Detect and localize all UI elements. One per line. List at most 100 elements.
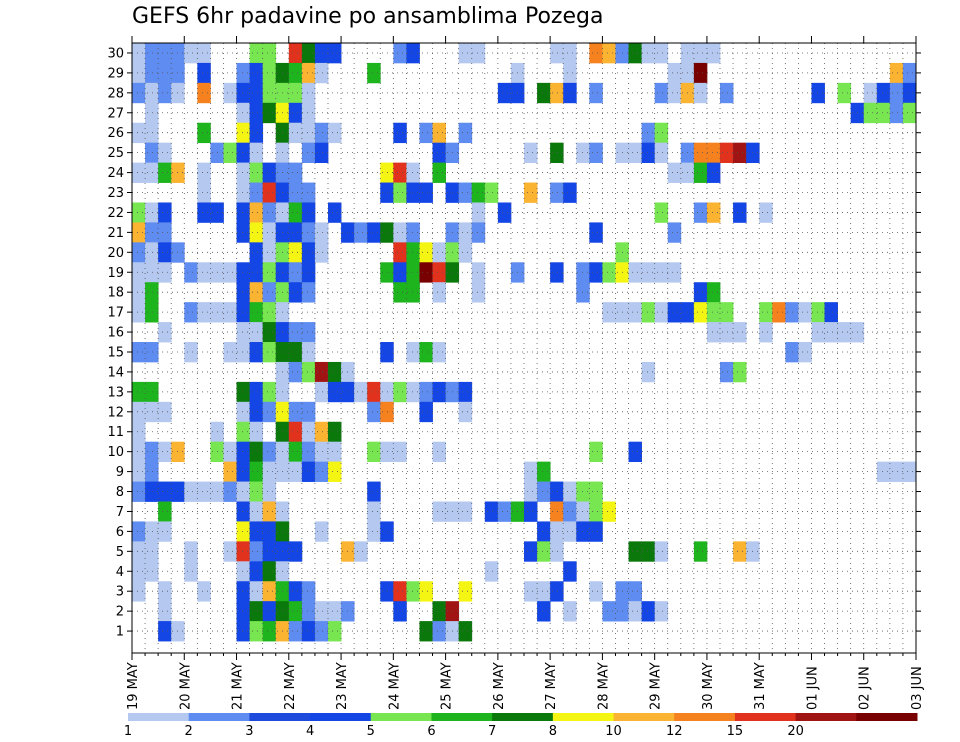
heatmap-cell [641,361,656,383]
heatmap-cell [145,242,159,263]
heatmap-cell [249,441,264,463]
heatmap-cell [145,561,159,582]
heatmap-cell [249,62,264,84]
heatmap-cell [236,501,250,522]
colorbar-label: 12 [666,724,683,739]
y-tick-label: 5 [116,545,124,560]
heatmap-cell [393,43,407,64]
heatmap-cell [249,501,264,522]
heatmap-cell [145,162,159,183]
heatmap-cell [667,82,682,104]
heatmap-cell [145,43,159,64]
heatmap-cell [471,182,486,203]
heatmap-cell [236,461,250,482]
x-tick-label: 28 MAY [596,662,611,710]
heatmap-cell [328,621,342,642]
heatmap-cell [249,102,264,124]
heatmap-cell [537,581,551,602]
heatmap-cell [158,162,172,183]
heatmap-cell [262,322,277,343]
heatmap-cell [249,401,264,423]
heatmap-cell [537,601,551,622]
heatmap-cell [132,561,146,582]
colorbar-segment [795,713,857,721]
heatmap-cell [458,621,473,642]
heatmap-cell [301,222,316,243]
heatmap-cell [328,381,342,403]
heatmap-cell [667,222,682,243]
heatmap-cell [589,262,603,283]
heatmap-cell [432,601,446,622]
heatmap-cell [236,222,250,243]
heatmap-cell [393,601,407,622]
heatmap-cell [132,62,146,84]
heatmap-cell [458,581,473,602]
heatmap-cell [145,461,159,482]
heatmap-cell [889,82,904,104]
heatmap-cell [236,102,250,124]
y-tick-label: 22 [107,206,124,221]
heatmap-cell [262,601,277,622]
heatmap-cell [236,521,250,542]
heatmap-cell [693,142,708,163]
heatmap-cell [576,501,590,522]
heatmap-cell [524,142,538,163]
heatmap-cell [236,302,250,323]
heatmap-cell [419,122,433,144]
heatmap-cell [576,521,590,542]
heatmap-cell [197,481,211,502]
heatmap-cell [393,242,407,263]
heatmap-cell [132,541,146,562]
heatmap-cell [314,461,329,482]
heatmap-cell [236,142,250,163]
heatmap-cell [223,302,237,323]
colorbar-label: 15 [727,724,744,739]
heatmap-cell [837,322,852,343]
heatmap-cell [132,581,146,602]
heatmap-cell [288,122,303,144]
heatmap-cell [772,302,786,323]
y-tick-label: 27 [107,106,124,121]
heatmap-cell [301,202,316,223]
heatmap-cell [236,322,250,343]
y-tick-label: 4 [116,565,124,580]
heatmap-cell [132,282,146,303]
heatmap-cell [641,122,656,144]
heatmap-cell [314,222,329,243]
heatmap-cell [563,501,577,522]
heatmap-cell [693,541,708,562]
heatmap-cell [262,461,277,482]
heatmap-cell [693,62,708,84]
heatmap-cell [249,222,264,243]
heatmap-cell [301,361,316,383]
heatmap-cell [132,401,146,423]
heatmap-cell [406,162,420,183]
heatmap-cell [158,521,172,542]
heatmap-cell [223,262,237,283]
heatmap-cell [197,262,211,283]
heatmap-cell [576,262,590,283]
heatmap-cell [197,182,211,203]
heatmap-cell [406,282,420,303]
heatmap-cell [145,222,159,243]
heatmap-cell [262,202,277,223]
heatmap-cell [262,262,277,283]
heatmap-cell [354,381,368,403]
heatmap-cell [733,322,747,343]
heatmap-cell [471,262,486,283]
heatmap-cell [145,441,159,463]
heatmap-cell [158,441,172,463]
heatmap-cell [132,381,146,403]
heatmap-cell [576,282,590,303]
heatmap-cell [406,43,420,64]
heatmap-cell [249,82,264,104]
heatmap-cell [576,142,590,163]
heatmap-cell [314,242,329,263]
heatmap-cell [537,481,551,502]
heatmap-cell [301,441,316,463]
heatmap-cell [328,202,342,223]
colorbar-segment [856,713,918,721]
heatmap-cell [249,461,264,482]
heatmap-cell [589,222,603,243]
heatmap-cell [301,421,316,443]
